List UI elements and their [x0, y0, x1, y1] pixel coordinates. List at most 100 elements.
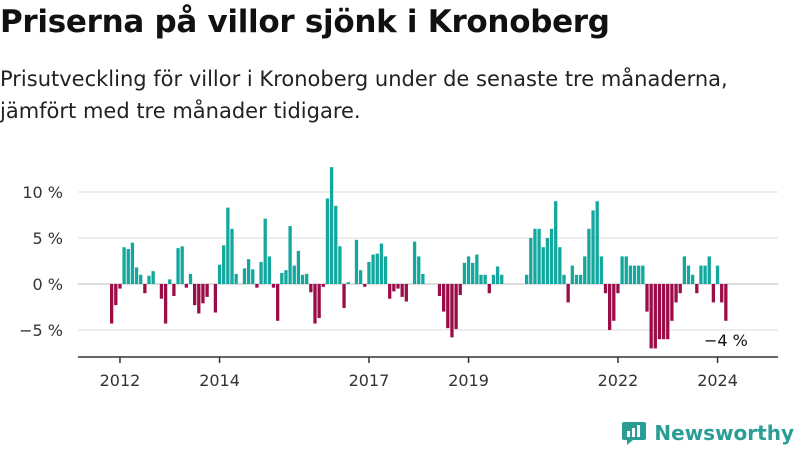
bar	[201, 284, 205, 304]
bar	[450, 284, 454, 338]
bar	[263, 218, 267, 284]
bar	[637, 265, 641, 284]
bar	[172, 284, 176, 296]
bar	[624, 256, 628, 284]
bar-chart: −5 %0 %5 %10 % 2012 2014 2017 2019 2022 2024 …	[19, 167, 778, 390]
bar	[566, 284, 570, 303]
bar	[222, 245, 226, 284]
bar	[313, 284, 317, 324]
bar	[537, 228, 541, 284]
bar	[632, 265, 637, 284]
bar	[159, 284, 164, 299]
bar	[462, 262, 467, 284]
bar	[305, 273, 309, 284]
bar	[338, 246, 342, 284]
bar	[188, 273, 193, 284]
bar	[329, 167, 334, 284]
bar	[703, 265, 707, 284]
bar	[608, 284, 612, 330]
bar	[583, 256, 587, 284]
bar	[471, 262, 475, 284]
bar	[479, 274, 483, 284]
bar	[574, 274, 579, 284]
bar	[724, 284, 728, 321]
bar	[184, 284, 188, 288]
bar	[126, 249, 130, 284]
bar	[392, 284, 396, 292]
bar	[595, 201, 599, 284]
bar	[292, 265, 296, 284]
bar	[603, 284, 608, 294]
bar	[674, 284, 678, 303]
bar	[657, 284, 662, 340]
bar	[193, 284, 197, 306]
y-tick-label: 0 %	[33, 275, 63, 294]
x-tick-label: 2019	[448, 371, 489, 390]
bar	[197, 284, 201, 314]
bar	[591, 210, 595, 284]
bar	[670, 284, 674, 321]
bar	[483, 274, 487, 284]
bar	[288, 226, 292, 284]
bar	[110, 284, 114, 324]
bar	[367, 261, 371, 284]
bar	[176, 248, 180, 284]
bar	[180, 246, 184, 284]
bar	[334, 205, 338, 284]
bar	[545, 238, 550, 284]
bar	[495, 266, 500, 284]
bar	[587, 228, 591, 284]
bar	[661, 284, 666, 340]
bar	[383, 256, 388, 284]
bar	[599, 256, 603, 284]
bar	[421, 273, 425, 284]
bar	[255, 284, 259, 288]
bar	[147, 275, 151, 284]
chart-title: Priserna på villor sjönk i Kronoberg	[0, 4, 610, 40]
bar	[711, 284, 716, 303]
bar	[205, 284, 209, 297]
bar	[122, 247, 126, 284]
bar	[612, 284, 616, 321]
bar	[400, 284, 404, 297]
bar	[549, 228, 554, 284]
bar	[230, 228, 234, 284]
bar	[388, 284, 392, 299]
bar	[720, 284, 724, 303]
x-tick-label: 2017	[349, 371, 390, 390]
bar	[541, 247, 545, 284]
bar	[554, 201, 558, 284]
bar	[645, 284, 649, 312]
y-tick-label: −5 %	[19, 321, 63, 340]
bar	[246, 259, 251, 284]
x-tick-label: 2012	[100, 371, 141, 390]
bar	[354, 239, 359, 284]
bar	[578, 274, 583, 284]
bar	[529, 238, 533, 284]
bar	[417, 256, 421, 284]
bar	[130, 242, 135, 284]
bar	[342, 284, 346, 308]
bar	[317, 284, 321, 319]
bar	[666, 284, 670, 340]
bar	[620, 256, 624, 284]
bar	[139, 274, 143, 284]
bar	[454, 284, 458, 330]
y-tick-label: 10 %	[22, 183, 63, 202]
bar	[359, 270, 363, 284]
bar	[487, 284, 491, 294]
bar	[114, 284, 118, 306]
bar	[134, 267, 139, 284]
bar	[143, 284, 147, 294]
bar	[242, 268, 247, 284]
bar	[363, 284, 367, 287]
y-axis-labels: −5 % 0 % 5 % 10 %	[19, 183, 63, 340]
bars	[110, 167, 728, 349]
bar	[234, 273, 238, 284]
bar	[616, 284, 620, 294]
bar	[686, 265, 691, 284]
bar	[653, 284, 657, 349]
bar	[649, 284, 653, 349]
y-tick-label: 5 %	[33, 229, 63, 248]
bar	[309, 284, 313, 293]
